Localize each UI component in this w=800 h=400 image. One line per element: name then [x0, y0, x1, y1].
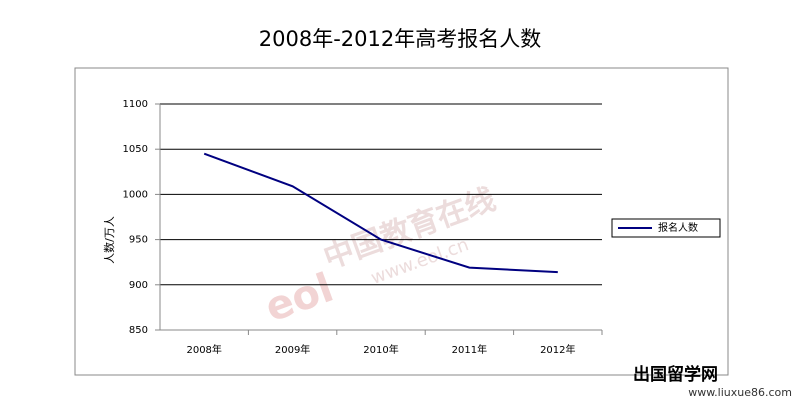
legend-label: 报名人数: [658, 221, 698, 234]
y-tick-label: 950: [129, 235, 148, 246]
y-tick-label: 1100: [123, 99, 148, 110]
x-tick-label: 2011年: [452, 343, 487, 356]
y-tick-label: 900: [129, 280, 148, 291]
site-url: www.liuxue86.com: [688, 386, 792, 399]
chart-frame: [74, 67, 729, 376]
x-tick-label: 2008年: [186, 343, 221, 356]
y-tick-label: 1000: [123, 189, 148, 200]
y-axis-label: 人数/万人: [103, 216, 116, 264]
y-tick-label: 1050: [123, 144, 148, 155]
y-tick-label: 850: [129, 325, 148, 336]
site-watermark: 出国留学网: [633, 364, 718, 385]
x-tick-label: 2009年: [275, 343, 310, 356]
watermark-logo: eol: [259, 265, 339, 332]
data-line: [203, 152, 558, 274]
legend-box: [611, 218, 721, 238]
x-tick-label: 2012年: [540, 343, 575, 356]
x-tick-label: 2010年: [363, 343, 398, 356]
chart-title: 2008年-2012年高考报名人数: [259, 27, 541, 51]
